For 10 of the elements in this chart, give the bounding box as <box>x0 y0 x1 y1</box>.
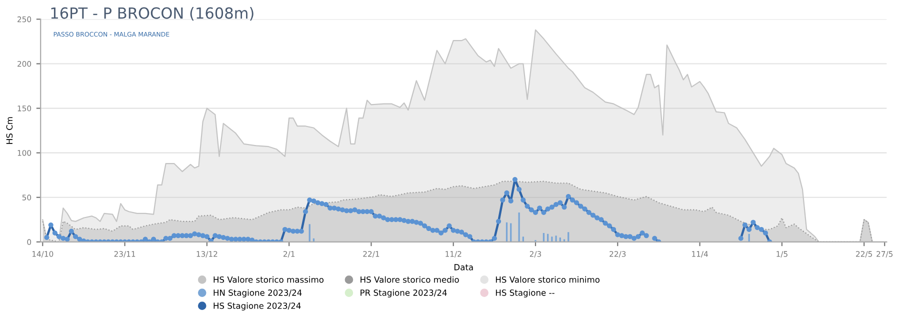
legend-label: HN Stagione 2023/24 <box>214 289 302 298</box>
legend-label: HS Valore storico massimo <box>214 276 324 283</box>
chart-title: 16PT - P BROCON (1608m) <box>51 7 254 21</box>
legend-label: HS Valore storico medio <box>360 276 459 283</box>
legend-label: HS Valore storico minimo <box>496 276 600 283</box>
y-axis-title: HS Cm <box>6 117 13 144</box>
x-axis-title: Data <box>454 264 473 270</box>
legend-label: HS Stagione 2023/24 <box>214 302 301 310</box>
legend-label: PR Stagione 2023/24 <box>360 289 447 298</box>
legend-label: HS Stagione -- <box>496 289 554 298</box>
